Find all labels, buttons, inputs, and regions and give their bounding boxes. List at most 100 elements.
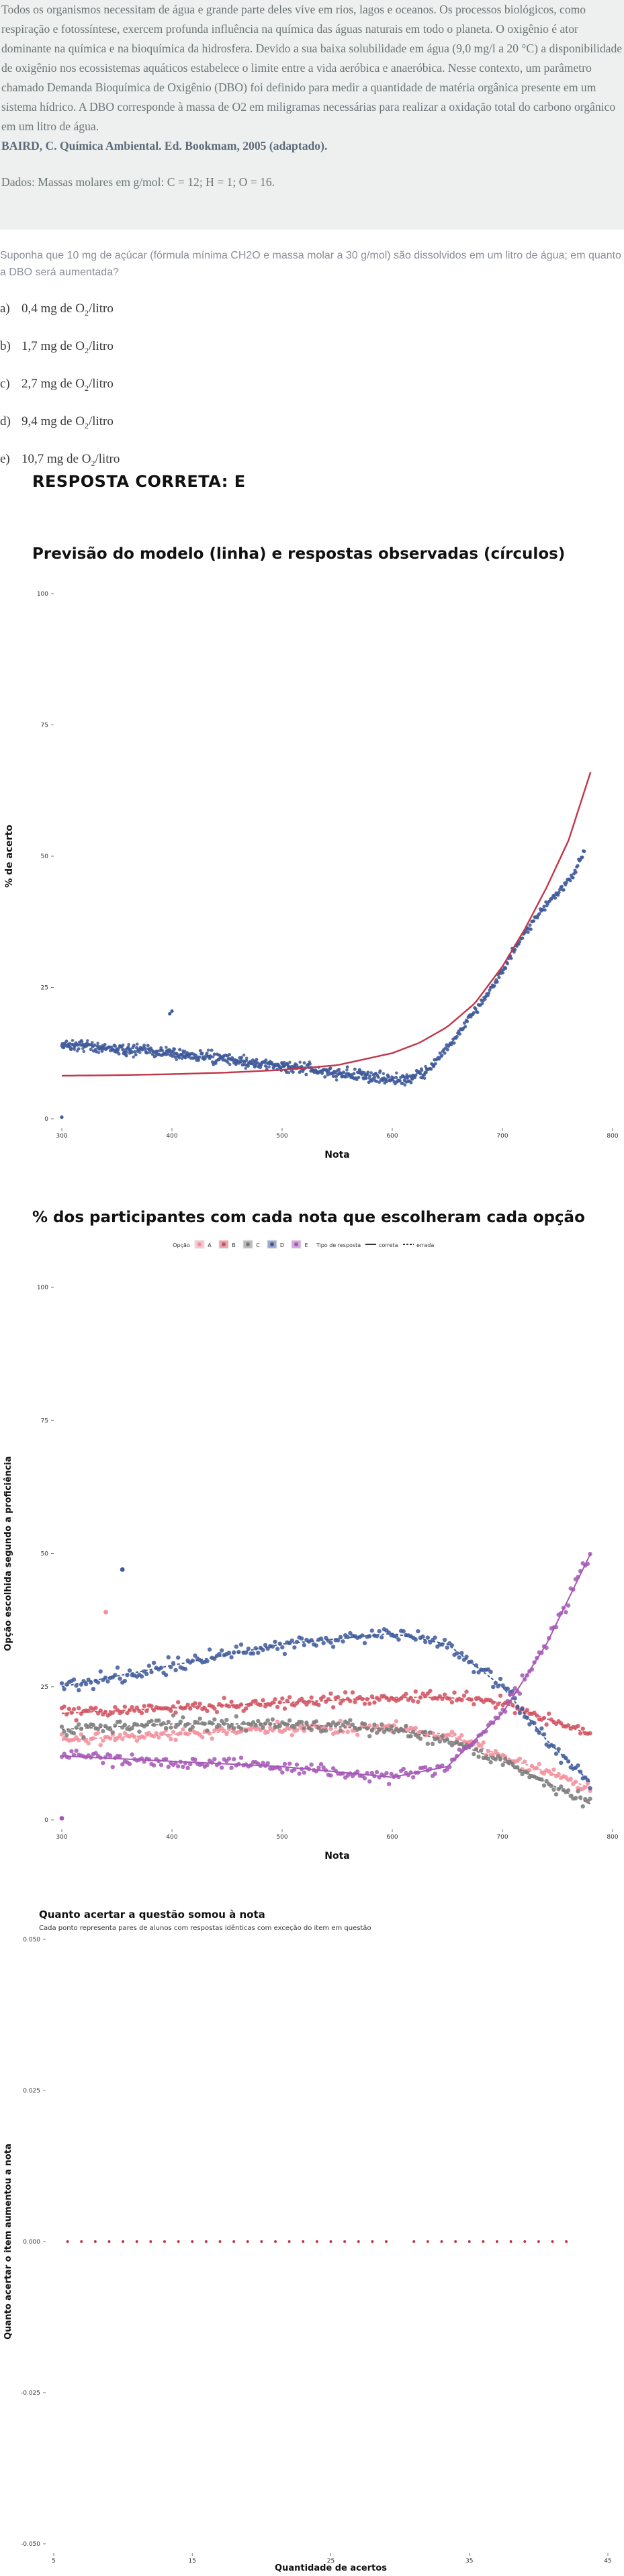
chart1-observed-point bbox=[246, 1064, 250, 1068]
chart2-point-E bbox=[107, 1753, 113, 1758]
chart1-observed-point bbox=[130, 1050, 134, 1054]
option-a[interactable]: a) 0,4 mg de O2/litro bbox=[0, 302, 114, 318]
chart2-point-B bbox=[74, 1718, 79, 1722]
chart2-point-C bbox=[110, 1730, 115, 1735]
chart1-observed-point bbox=[132, 1055, 135, 1059]
chart2-point-C bbox=[190, 1724, 195, 1729]
chart2-point-D bbox=[256, 1650, 261, 1655]
chart2-point-A bbox=[328, 1727, 333, 1731]
chart1-observed-point bbox=[382, 1072, 386, 1076]
chart1-observed-point bbox=[133, 1050, 137, 1054]
chart2-point-E bbox=[316, 1765, 321, 1770]
chart1-observed-point bbox=[574, 870, 578, 874]
chart2-point-B bbox=[360, 1696, 365, 1702]
chart2-point-B bbox=[362, 1701, 367, 1706]
chart1-observed-point bbox=[210, 1048, 214, 1052]
chart1-observed-point bbox=[374, 1079, 378, 1083]
question-text: Suponha que 10 mg de açúcar (fórmula mín… bbox=[0, 250, 621, 278]
option-b[interactable]: b) 1,7 mg de O2/litro bbox=[0, 339, 114, 356]
chart3-point bbox=[537, 2240, 540, 2243]
chart2-point-D bbox=[469, 1659, 474, 1664]
chart2-point-E bbox=[69, 1749, 74, 1754]
chart2-point-D bbox=[534, 1728, 539, 1733]
chart1-observed-point bbox=[200, 1052, 204, 1056]
chart1-observed-point bbox=[452, 1041, 456, 1045]
chart2-legend-label: E bbox=[304, 1242, 308, 1248]
chart1-observed-point bbox=[342, 1070, 346, 1074]
chart2-point-D bbox=[120, 1567, 125, 1572]
chart1-observed-point bbox=[474, 1007, 478, 1011]
chart2-point-D bbox=[496, 1684, 500, 1689]
chart1-ytick-label: 50 bbox=[41, 854, 49, 860]
chart1-observed-point bbox=[82, 1050, 86, 1054]
chart1-observed-point bbox=[506, 962, 510, 966]
chart2-point-C bbox=[287, 1718, 292, 1723]
chart1-observed-point bbox=[560, 884, 564, 888]
option-c[interactable]: c) 2,7 mg de O2/litro bbox=[0, 377, 114, 394]
chart1-observed-point bbox=[97, 1051, 101, 1054]
chart2-point-B bbox=[287, 1695, 292, 1700]
chart1-observed-point bbox=[287, 1070, 291, 1074]
chart1-observed-point bbox=[198, 1049, 202, 1053]
option-subscript: 2 bbox=[84, 308, 89, 318]
chart2-point-B bbox=[299, 1696, 304, 1701]
chart2-point-C bbox=[551, 1787, 556, 1792]
chart1-observed-point bbox=[420, 1068, 424, 1072]
chart2-point-C bbox=[107, 1727, 113, 1732]
chart2-point-C bbox=[474, 1747, 479, 1752]
chart2-point-B bbox=[113, 1704, 118, 1710]
chart1-observed-point bbox=[170, 1054, 174, 1058]
chart2-legend-label: A bbox=[208, 1242, 212, 1248]
chart3-point bbox=[93, 2240, 97, 2243]
chart2-point-B bbox=[98, 1708, 103, 1713]
chart2-point-B bbox=[544, 1722, 549, 1727]
chart2-point-E bbox=[433, 1772, 437, 1776]
chart1-observed-point bbox=[173, 1048, 177, 1051]
chart2-point-D bbox=[525, 1715, 529, 1720]
chart1-observed-point bbox=[241, 1063, 244, 1067]
chart2-point-D bbox=[330, 1645, 336, 1649]
chart2-point-E bbox=[261, 1760, 265, 1765]
chart2-point-C bbox=[98, 1723, 103, 1728]
option-e[interactable]: e) 10,7 mg de O2/litro bbox=[0, 452, 120, 469]
chart2-point-A bbox=[101, 1738, 105, 1743]
chart2-point-B bbox=[442, 1692, 447, 1697]
chart2-ytick-label: 0 bbox=[44, 1817, 48, 1824]
chart1-observed-point bbox=[93, 1043, 97, 1047]
option-unit: /litro bbox=[88, 414, 114, 428]
chart2-point-B bbox=[77, 1706, 81, 1710]
chart2-point-D bbox=[98, 1669, 103, 1674]
chart1-observed-point bbox=[521, 936, 525, 940]
chart2-point-D bbox=[491, 1684, 496, 1690]
chart1-observed-point bbox=[357, 1075, 361, 1079]
chart2-point-A bbox=[120, 1737, 125, 1741]
chart1-observed-point bbox=[465, 1019, 470, 1023]
chart2-trend-D bbox=[61, 1632, 591, 1784]
chart2-point-D bbox=[289, 1638, 294, 1643]
chart2-point-A bbox=[157, 1735, 161, 1740]
chart2-point-E bbox=[423, 1765, 428, 1769]
chart2-point-E bbox=[280, 1770, 285, 1775]
chart1-observed-point bbox=[265, 1065, 268, 1068]
chart2-point-E bbox=[159, 1762, 164, 1767]
chart2-point-B bbox=[173, 1710, 178, 1715]
chart2-point-D bbox=[207, 1647, 212, 1652]
chart2-point-C bbox=[525, 1770, 529, 1775]
chart2-point-C bbox=[418, 1736, 423, 1741]
chart1-observed-point bbox=[242, 1053, 246, 1057]
chart2-point-E bbox=[512, 1686, 517, 1691]
chart1-observed-point bbox=[403, 1083, 407, 1087]
chart1-observed-point bbox=[234, 1062, 238, 1066]
chart1-observed-point bbox=[369, 1071, 373, 1074]
chart1-observed-point bbox=[212, 1052, 216, 1056]
option-d[interactable]: d) 9,4 mg de O2/litro bbox=[0, 414, 114, 431]
chart3-point bbox=[551, 2240, 554, 2243]
chart2-legend-title: Opção bbox=[173, 1242, 190, 1248]
chart2-point-C bbox=[369, 1728, 375, 1733]
chart2-point-D bbox=[556, 1747, 561, 1751]
chart2-point-C bbox=[149, 1718, 154, 1723]
chart2-point-E bbox=[193, 1757, 197, 1762]
chart2-point-D bbox=[394, 1634, 399, 1639]
chart1-observed-point bbox=[228, 1053, 232, 1057]
chart1-observed-point bbox=[580, 856, 584, 860]
